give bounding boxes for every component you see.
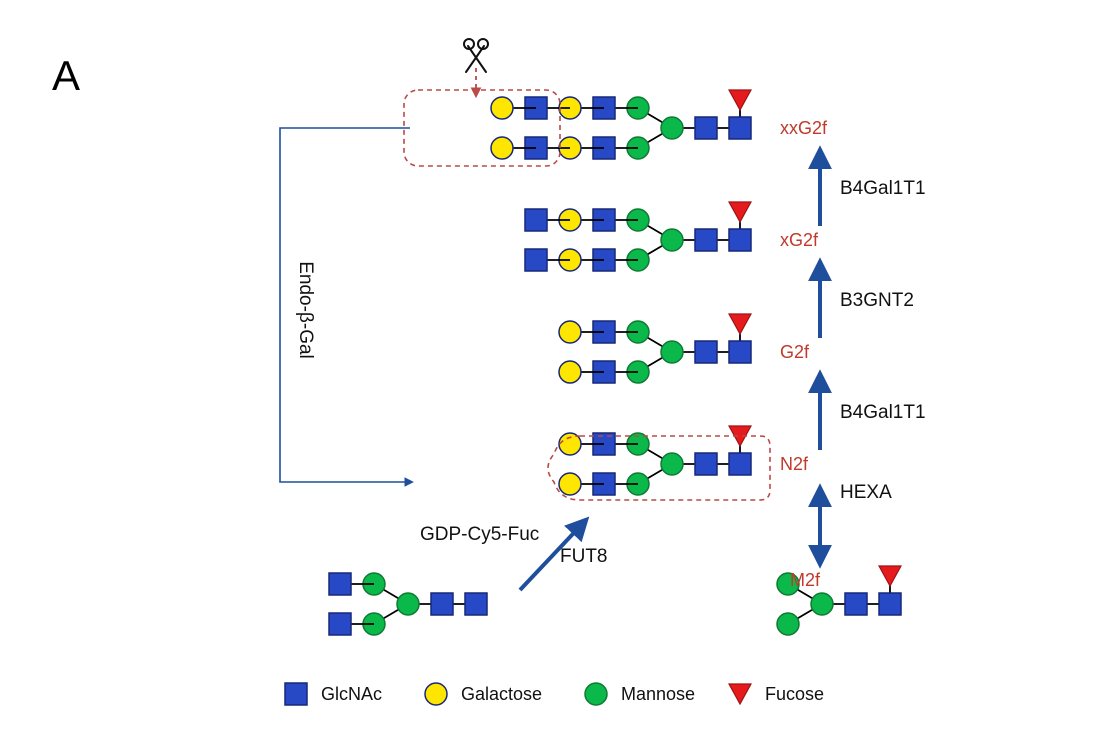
fucose-icon xyxy=(729,684,751,704)
fucose-icon xyxy=(729,426,751,446)
galactose-icon xyxy=(491,137,513,159)
fucose-icon xyxy=(879,566,901,586)
mannose-icon xyxy=(661,341,683,363)
legend-label-mannose: Mannose xyxy=(621,684,695,704)
legend-label-glcnac: GlcNAc xyxy=(321,684,382,704)
gdp-cy5-fuc-label: GDP-Cy5-Fuc xyxy=(420,524,539,545)
glcnac-icon xyxy=(695,453,717,475)
glcnac-icon xyxy=(845,593,867,615)
glcnac-icon xyxy=(695,117,717,139)
enzyme-label-1: B3GNT2 xyxy=(840,290,914,311)
panel-label: A xyxy=(52,52,80,99)
legend: GlcNAc Galactose Mannose Fucose xyxy=(285,683,824,705)
glycan-name-G2f: G2f xyxy=(780,342,810,362)
glcnac-icon xyxy=(729,117,751,139)
glcnac-icon xyxy=(431,593,453,615)
glycan-xG2f xyxy=(525,202,751,271)
glcnac-icon xyxy=(729,229,751,251)
glcnac-icon xyxy=(879,593,901,615)
mannose-icon xyxy=(397,593,419,615)
glcnac-icon xyxy=(285,683,307,705)
mannose-icon xyxy=(777,613,799,635)
endo-beta-gal-label: Endo-β-Gal xyxy=(295,261,316,359)
scissors-icon xyxy=(464,39,488,72)
galactose-icon xyxy=(559,321,581,343)
glcnac-icon xyxy=(525,209,547,231)
glcnac-icon xyxy=(465,593,487,615)
glcnac-icon xyxy=(329,573,351,595)
glcnac-icon xyxy=(729,453,751,475)
glcnac-icon xyxy=(729,341,751,363)
glycan-precursor xyxy=(329,573,487,635)
fucose-icon xyxy=(729,314,751,334)
galactose-icon xyxy=(425,683,447,705)
mannose-icon xyxy=(661,453,683,475)
mannose-icon xyxy=(661,117,683,139)
mannose-icon xyxy=(811,593,833,615)
galactose-icon xyxy=(559,361,581,383)
glycan-G2f xyxy=(559,314,751,383)
enzyme-label-3: HEXA xyxy=(840,482,892,503)
fucose-icon xyxy=(729,90,751,110)
fucose-icon xyxy=(729,202,751,222)
legend-label-fucose: Fucose xyxy=(765,684,824,704)
glycan-name-M2f: M2f xyxy=(790,570,821,590)
galactose-icon xyxy=(491,97,513,119)
mannose-icon xyxy=(585,683,607,705)
enzyme-label-0: B4Gal1T1 xyxy=(840,178,926,199)
glcnac-icon xyxy=(525,249,547,271)
enzyme-label-2: B4Gal1T1 xyxy=(840,402,926,423)
glycan-name-N2f: N2f xyxy=(780,454,809,474)
glcnac-icon xyxy=(695,229,717,251)
glcnac-icon xyxy=(695,341,717,363)
galactose-icon xyxy=(559,473,581,495)
glcnac-icon xyxy=(329,613,351,635)
mannose-icon xyxy=(661,229,683,251)
glycan-name-xG2f: xG2f xyxy=(780,230,819,250)
glycan-xxG2f xyxy=(491,90,751,159)
legend-label-galactose: Galactose xyxy=(461,684,542,704)
fut8-label: FUT8 xyxy=(560,546,608,567)
glycan-name-xxG2f: xxG2f xyxy=(780,118,828,138)
